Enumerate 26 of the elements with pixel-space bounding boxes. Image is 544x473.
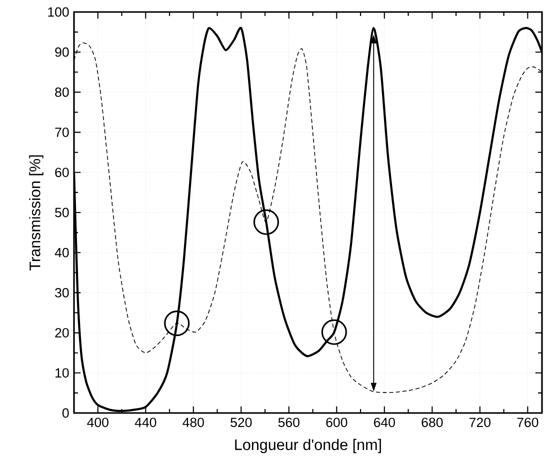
x-axis-title: Longueur d'onde [nm]	[235, 438, 381, 454]
x-tick-label: 680	[422, 418, 443, 428]
x-tick-label: 560	[278, 418, 300, 428]
point	[164, 310, 190, 336]
x-tick-label: 640	[374, 418, 395, 428]
x-tick-label: 520	[230, 418, 252, 428]
x-tick-label: 600	[326, 418, 348, 428]
y-tick-label: 80	[55, 88, 69, 97]
x-tick-label: 720	[470, 418, 490, 428]
y-tick-label: 70	[55, 128, 69, 137]
y-tick-label: 50	[55, 208, 69, 218]
x-tick-label: 760	[517, 418, 538, 428]
y-tick-label: 40	[54, 248, 69, 258]
y-axis-title: Transmission [%]	[29, 155, 44, 270]
point	[321, 319, 347, 345]
y-tick-label: 60	[55, 168, 69, 178]
y-tick-label: 100	[48, 7, 69, 17]
y-tick-label: 0	[62, 408, 69, 418]
x-tick-label: 400	[87, 418, 108, 428]
y-tick-label: 90	[55, 47, 69, 57]
y-tick-label: 20	[55, 328, 69, 338]
y-tick-label: 30	[55, 288, 69, 298]
x-tick-label: 440	[134, 418, 156, 428]
point	[253, 209, 280, 235]
y-tick-label: 10	[56, 368, 69, 378]
x-tick-label: 480	[182, 418, 204, 428]
